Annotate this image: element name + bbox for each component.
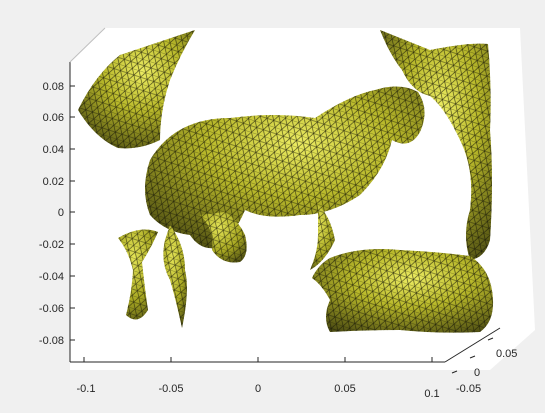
y-axis: 0.08 0.06 0.04 0.02 0 -0.02 -0.04 -0.06 … [39, 81, 75, 347]
y-tick-label: 0.02 [43, 176, 64, 188]
z-tick-label: 0.05 [496, 348, 517, 360]
y-tick-label: -0.04 [39, 271, 64, 283]
z-tick-label: 0 [474, 367, 480, 379]
y-tick-label: 0.08 [43, 81, 64, 93]
y-tick-label: 0.06 [43, 112, 64, 124]
y-tick-label: 0.04 [43, 144, 64, 156]
y-tick-label: -0.02 [39, 239, 64, 251]
x-tick-label: 0.05 [334, 383, 355, 395]
x-tick-label: 0 [255, 383, 261, 395]
x-tick-label: -0.1 [77, 383, 96, 395]
z-axis: 0.05 0 -0.05 [451, 337, 517, 395]
horse-mesh-surface [78, 30, 494, 333]
x-tick-label: 0.1 [424, 388, 439, 400]
x-axis: -0.1 -0.05 0 0.05 0.1 [77, 357, 440, 400]
x-tick-label: -0.05 [158, 383, 183, 395]
y-tick-label: 0 [58, 207, 64, 219]
y-tick-label: -0.08 [39, 335, 64, 347]
y-tick-label: -0.06 [39, 303, 64, 315]
z-tick-label: -0.05 [456, 383, 481, 395]
